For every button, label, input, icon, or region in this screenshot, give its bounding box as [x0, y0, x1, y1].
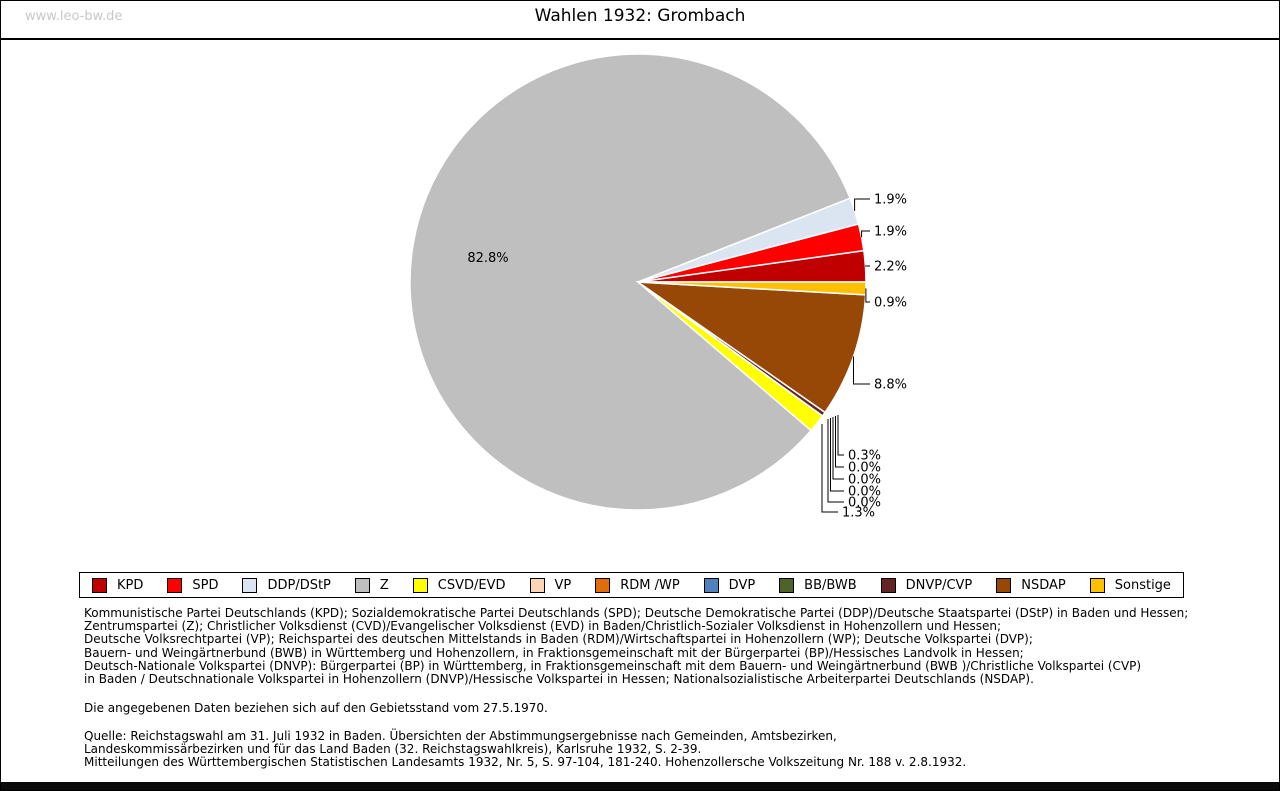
source-note: Quelle: Reichstagswahl am 31. Juli 1932 …	[84, 729, 967, 770]
pie-leader-dnvp-cvp	[837, 415, 844, 456]
legend-swatch-spd	[167, 577, 183, 593]
legend-label: CSVD/EVD	[437, 577, 506, 593]
pie-label-nsdap: 8.8%	[874, 378, 907, 393]
pie-leader-csvd-evd	[821, 424, 838, 513]
legend-label: SPD	[192, 577, 219, 593]
site-watermark: www.leo-bw.de	[25, 9, 123, 24]
legend-item-dvp: DVP	[703, 577, 756, 593]
legend-label: DNVP/CVP	[905, 577, 973, 593]
abbreviation-note-line-1: Kommunistische Partei Deutschlands (KPD)…	[84, 606, 1189, 620]
legend-item-ddp-dstp: DDP/DStP	[242, 577, 331, 593]
pie-label-csvd-evd: 1.3%	[842, 506, 875, 521]
legend-item-nsdap: NSDAP	[996, 577, 1066, 593]
legend-label: NSDAP	[1021, 577, 1066, 593]
pie-label-dvp: 0.0%	[848, 473, 881, 488]
pie-leader-sonstige	[865, 288, 870, 303]
legend-label: BB/BWB	[804, 577, 857, 593]
pie-label-bb-bwb: 0.0%	[848, 461, 881, 476]
source-note-line-1: Quelle: Reichstagswahl am 31. Juli 1932 …	[84, 729, 837, 743]
legend-swatch-nsdap	[996, 577, 1012, 593]
legend-label: Z	[379, 577, 389, 593]
pie-label-dnvp-cvp: 0.3%	[848, 449, 881, 464]
pie-label-ddp-dstp: 1.9%	[874, 193, 907, 208]
legend-swatch-kpd	[92, 577, 107, 593]
party-abbreviation-notes: Kommunistische Partei Deutschlands (KPD)…	[84, 606, 1189, 687]
legend-swatch-z	[354, 577, 370, 593]
legend-item-kpd: KPD	[92, 577, 144, 593]
legend-label: DDP/DStP	[267, 577, 331, 593]
legend-swatch-dnvp-cvp	[880, 577, 896, 593]
abbreviation-note-line-5: Deutsch-Nationale Volkspartei (DNVP): Bü…	[84, 658, 1142, 673]
pie-label-z: 82.8%	[467, 251, 508, 266]
legend-swatch-sonstige	[1089, 577, 1105, 593]
header-divider	[1, 38, 1279, 40]
legend-item-z: Z	[354, 577, 389, 593]
pie-leader-ddp-dstp	[854, 198, 870, 211]
pie-slice-nsdap	[635, 281, 867, 414]
legend-label: KPD	[117, 577, 144, 593]
legend-item-rdm-wp: RDM /WP	[595, 577, 680, 593]
abbreviation-note-line-4: Bauern- und Weingärtnerbund (BWB) in Wür…	[84, 645, 1024, 660]
pie-leader-nsdap	[853, 356, 870, 385]
legend-swatch-bb-bwb	[779, 577, 795, 593]
pie-slice-z	[409, 53, 851, 511]
source-note-line-2: Landeskommissärbezirken und für das Land…	[84, 742, 702, 757]
data-status-text: Die angegebenen Daten beziehen sich auf …	[84, 701, 548, 715]
chart-title: Wahlen 1932: Grombach	[534, 6, 746, 26]
legend-swatch-vp	[529, 577, 545, 593]
bottom-border-bar	[1, 782, 1279, 790]
legend-label: Sonstige	[1114, 577, 1171, 593]
legend-swatch-ddp-dstp	[242, 577, 258, 593]
legend-item-bb-bwb: BB/BWB	[779, 577, 857, 593]
abbreviation-note-line-6: in Baden / Deutschnationale Volkspartei …	[84, 672, 1034, 687]
pie-leader-rdm-wp	[830, 418, 844, 492]
pie-leader-vp	[827, 419, 844, 503]
legend-swatch-rdm-wp	[595, 577, 611, 593]
abbreviation-note-line-3: Deutsche Volksrechtpartei (VP); Reichspa…	[84, 632, 1033, 647]
legend-item-sonstige: Sonstige	[1089, 577, 1171, 593]
pie-leader-spd	[861, 230, 870, 238]
legend-item-csvd-evd: CSVD/EVD	[412, 577, 506, 593]
pie-label-rdm-wp: 0.0%	[848, 485, 881, 500]
pie-leader-bb-bwb	[835, 416, 844, 468]
legend-item-dnvp-cvp: DNVP/CVP	[880, 577, 973, 593]
abbreviation-note-line-2: Zentrumspartei (Z); Christlicher Volksdi…	[84, 619, 1002, 634]
legend-item-vp: VP	[529, 577, 572, 593]
pie-label-kpd: 2.2%	[874, 260, 907, 275]
pie-label-sonstige: 0.9%	[874, 296, 907, 311]
legend-swatch-dvp	[703, 577, 719, 593]
legend-label: DVP	[728, 577, 756, 593]
legend-swatch-csvd-evd	[412, 577, 428, 593]
pie-label-spd: 1.9%	[874, 225, 907, 240]
legend-item-spd: SPD	[167, 577, 219, 593]
source-note-line-3: Mitteilungen des Württembergischen Stati…	[84, 755, 967, 770]
pie-leader-dvp	[832, 417, 844, 480]
data-status-note: Die angegebenen Daten beziehen sich auf …	[84, 701, 548, 715]
pie-chart: 2.2%1.9%1.9%82.8%1.3%0.0%0.0%0.0%0.0%0.3…	[409, 53, 907, 521]
chart-legend: KPD SPD DDP/DStP Z CSVD/EVD VP RDM /WP DVP BB/BW…	[79, 572, 1184, 598]
legend-label: VP	[554, 577, 572, 593]
pie-label-vp: 0.0%	[848, 496, 881, 511]
legend-label: RDM /WP	[620, 577, 680, 593]
